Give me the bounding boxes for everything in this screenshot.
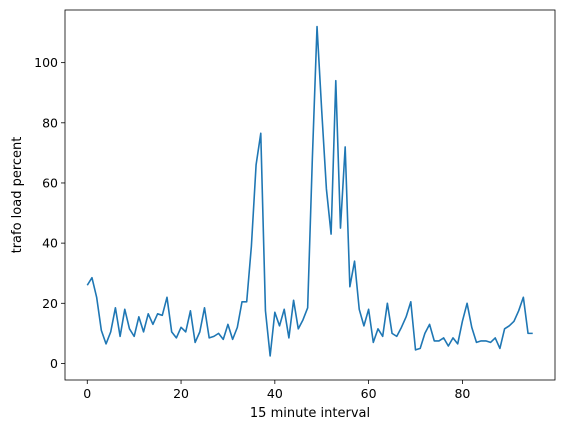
x-axis-label: 15 minute interval — [250, 406, 370, 421]
x-axis-ticks: 0 20 40 60 80 — [83, 380, 470, 401]
y-axis-ticks: 0 20 40 60 80 100 — [34, 55, 65, 371]
y-tick-label: 100 — [34, 55, 58, 70]
y-tick-label: 0 — [50, 356, 58, 371]
series-line — [86, 25, 533, 357]
y-axis-label: trafo load percent — [10, 137, 25, 254]
plot-frame — [64, 9, 556, 381]
y-tick-label: 20 — [42, 296, 58, 311]
x-tick-label: 20 — [173, 386, 189, 401]
x-tick-label: 0 — [83, 386, 91, 401]
y-tick-label: 80 — [42, 115, 58, 130]
y-tick-label: 60 — [42, 175, 58, 190]
series-layer — [86, 25, 533, 357]
y-tick-label: 40 — [42, 236, 58, 251]
x-tick-label: 60 — [361, 386, 377, 401]
x-tick-label: 40 — [267, 386, 283, 401]
x-tick-label: 80 — [454, 386, 470, 401]
